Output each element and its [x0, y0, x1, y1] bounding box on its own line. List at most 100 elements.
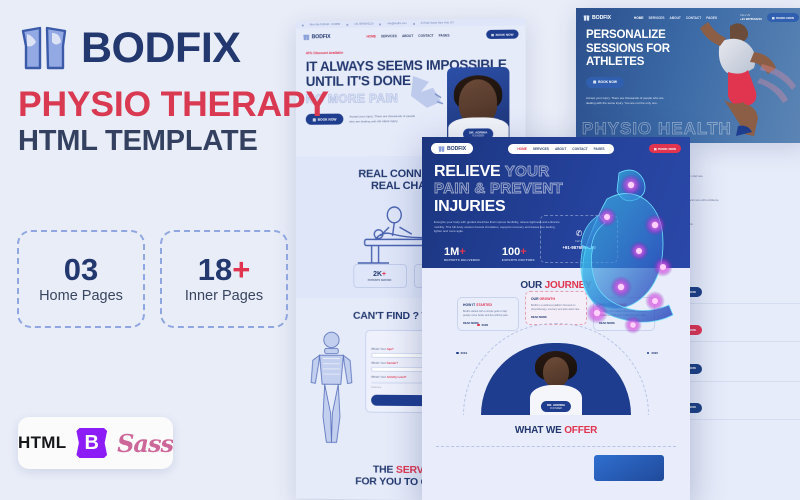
screenshot-left-homepage[interactable]: Mon-Sat 9:00AM - 6:00PM +91 9876543210 i…: [295, 18, 526, 500]
journey-card-title: OUR GROWTH: [531, 296, 555, 301]
center-book-now-button[interactable]: ▤ BOOK NOW: [648, 144, 681, 153]
sass-logo-icon: Sass: [117, 428, 173, 458]
bodfix-bone-logo-icon: [438, 145, 445, 152]
center-journey-heading-red: JOURNEY: [544, 279, 592, 291]
journey-card-body: Bodfix started with a simple goal to hel…: [463, 309, 509, 317]
journey-card-body: Bodfix is a wellness platform focused on…: [531, 303, 581, 311]
calendar-icon: ▤: [653, 146, 657, 151]
topbar-address: 24 Park Street New York, NY: [420, 21, 454, 25]
left-heading-dark: REAL CONNE: [358, 167, 429, 181]
mail-icon: [379, 22, 382, 25]
pin-icon: [412, 22, 415, 25]
left-navbar[interactable]: BODFIX HOME SERVICES ABOUT CONTACT PAGES…: [296, 25, 526, 45]
left-book-now-label: BOOK NOW: [495, 32, 514, 37]
bodfix-bone-logo-icon: [303, 34, 310, 40]
journey-card-growth[interactable]: OUR GROWTH Bodfix is a wellness platform…: [525, 290, 587, 325]
nav-link-services[interactable]: SERVICES: [380, 33, 397, 38]
center-nav-brand: BODFIX: [447, 145, 466, 152]
left-finder-section: CAN'T FIND ? TRY THIS: [296, 298, 526, 452]
center-journey-heading-dark: OUR: [520, 279, 545, 291]
center-title-line2-ghost: PAIN & PREVENT: [434, 180, 564, 197]
center-stat-doctors: 100+ EXPERTS DOCTORS: [501, 245, 535, 262]
screenshot-athletes-hero[interactable]: BODFIX HOME SERVICES ABOUT CONTACT PAGES…: [576, 8, 800, 143]
right-book-now-button[interactable]: ▤ BOOK NOW: [766, 13, 799, 22]
journey-card-started[interactable]: HOW IT STARTED Bodfix started with a sim…: [457, 296, 519, 331]
journey-card-read-more[interactable]: READ MORE: [463, 321, 479, 325]
right-hero-book-button[interactable]: ▤ BOOK NOW: [586, 76, 624, 88]
center-offer-heading: WHAT WE OFFER: [422, 425, 690, 436]
slider-label-min: Sedentary: [371, 386, 382, 389]
promo-home-pages-value: 03: [63, 252, 99, 287]
center-book-now-label: BOOK NOW: [658, 146, 676, 151]
topbar-phone: +91 9876543210: [353, 22, 374, 26]
nav-link-contact[interactable]: CONTACT: [572, 146, 588, 151]
nav-link-contact[interactable]: CONTACT: [685, 15, 702, 20]
center-founder-photo: DR. ADRINA FOUNDER: [529, 347, 583, 415]
nav-link-services[interactable]: SERVICES: [648, 15, 665, 20]
journey-card-read-more[interactable]: READ MORE: [531, 315, 547, 319]
tech-stack-badge: HTML B Sass: [18, 417, 173, 469]
phone-icon: [346, 23, 349, 26]
center-founder-role: FOUNDER: [550, 406, 562, 410]
left-hero-paragraph: Accept your injury. There are thousands …: [349, 113, 416, 124]
nav-link-home[interactable]: HOME: [633, 15, 644, 20]
center-nav-logo[interactable]: BODFIX: [431, 143, 473, 154]
left-stat-patients: 2K+ PATIENTS SERVED: [352, 264, 407, 289]
promo-stat-boxes: 03 Home Pages 18+ Inner Pages: [17, 230, 288, 328]
left-nav-links[interactable]: HOME SERVICES ABOUT CONTACT PAGES: [366, 33, 449, 38]
skeleton-body-icon: [306, 330, 357, 450]
left-stat-patients-label: PATIENTS SERVED: [367, 278, 392, 282]
center-offer-heading-red: OFFER: [564, 424, 598, 436]
nav-link-pages[interactable]: PAGES: [438, 32, 450, 38]
nav-link-pages[interactable]: PAGES: [706, 15, 718, 20]
bootstrap-logo-icon: B: [76, 428, 108, 458]
left-book-now-button[interactable]: ▤ BOOK NOW: [486, 29, 519, 40]
right-hero-title: PERSONALIZE SESSIONS FOR ATHLETES: [586, 29, 670, 69]
promo-subtitle: HTML TEMPLATE: [18, 125, 258, 157]
nav-link-about[interactable]: ABOUT: [401, 33, 414, 38]
right-nav-logo[interactable]: BODFIX: [583, 15, 611, 21]
center-hero-title: RELIEVE YOUR PAIN & PREVENT INJURIES: [422, 158, 690, 215]
nav-link-home[interactable]: HOME: [366, 33, 376, 39]
center-nav-links[interactable]: HOME SERVICES ABOUT CONTACT PAGES: [508, 143, 614, 154]
right-watermark: PHYSIO HEALTH: [582, 119, 732, 139]
journey-year-middle: 2020: [477, 323, 489, 327]
right-hero-paragraph: Accept your injury. There are thousands …: [586, 96, 664, 105]
phone-icon: ✆: [575, 228, 583, 238]
knee-joint-icon: [410, 75, 443, 108]
journey-card-read-more[interactable]: READ MORE: [599, 321, 615, 325]
center-title-line1-solid: RELIEVE: [434, 163, 501, 180]
right-call-block[interactable]: CALL US +91 9876543210: [740, 14, 762, 21]
topbar-hours: Mon-Sat 9:00AM - 6:00PM: [309, 22, 341, 27]
nav-link-home[interactable]: HOME: [517, 146, 527, 151]
nav-link-pages[interactable]: PAGES: [593, 146, 605, 151]
calendar-icon: ▤: [593, 80, 597, 85]
left-nav-logo[interactable]: BODFIX: [303, 33, 331, 40]
right-nav-links[interactable]: HOME SERVICES ABOUT CONTACT PAGES: [634, 16, 717, 20]
promo-brand: BODFIX: [81, 23, 241, 72]
nav-link-services[interactable]: SERVICES: [532, 146, 549, 151]
center-hero: BODFIX HOME SERVICES ABOUT CONTACT PAGES…: [422, 137, 690, 334]
center-navbar[interactable]: BODFIX HOME SERVICES ABOUT CONTACT PAGES…: [422, 137, 690, 158]
left-bottom-dark: THE: [372, 463, 396, 476]
nav-link-about[interactable]: ABOUT: [669, 15, 681, 20]
promo-inner-pages-label: Inner Pages: [184, 288, 264, 304]
journey-card-title: HOW IT STARTED: [463, 302, 492, 307]
nav-link-contact[interactable]: CONTACT: [418, 33, 434, 38]
left-nav-brand: BODFIX: [311, 33, 331, 40]
screenshot-center-featured[interactable]: BODFIX HOME SERVICES ABOUT CONTACT PAGES…: [422, 137, 690, 500]
promo-home-pages-label: Home Pages: [39, 288, 123, 304]
center-stat-doctors-label: EXPERTS DOCTORS: [501, 257, 535, 262]
center-stat-reports-value: 1M: [444, 245, 460, 258]
center-offer-photo: [594, 454, 664, 481]
promo-stat-inner-pages: 18+ Inner Pages: [160, 230, 288, 328]
center-stat-doctors-value: 100: [501, 245, 521, 258]
center-journey-arc: 2020 2019 2020 DR. ADRINA FOUNDER: [422, 322, 690, 415]
running-athlete-image: [700, 22, 796, 136]
left-finder-heading-dark: CAN'T FIND ? T: [353, 309, 428, 323]
topbar-email: info@bodfix.com: [387, 22, 407, 26]
nav-link-about[interactable]: ABOUT: [554, 146, 567, 151]
promo-title: PHYSIO THERAPY: [18, 84, 329, 124]
calendar-icon: ▤: [491, 32, 495, 37]
